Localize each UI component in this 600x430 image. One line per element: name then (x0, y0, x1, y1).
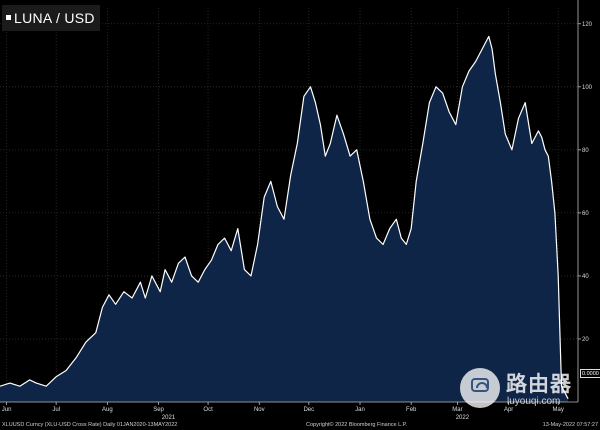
footer-security-info: XLUUSD Curncy (XLU-USD Cross Rate) Daily… (2, 422, 178, 428)
footer-timestamp: 13-May-2022 07:57:27 (542, 422, 598, 428)
x-tick-label: Feb (406, 407, 417, 413)
x-year-label: 2022 (456, 415, 470, 421)
chart-title: LUNA / USD (2, 5, 100, 31)
footer-copyright: Copyright© 2022 Bloomberg Finance L.P. (306, 422, 408, 428)
x-tick-label: Aug (102, 407, 113, 413)
x-tick-label: Jul (52, 407, 60, 413)
x-tick-label: Dec (303, 407, 314, 413)
x-tick-label: Jan (355, 407, 365, 413)
y-tick-label: 20 (582, 337, 589, 343)
x-tick-label: Sep (153, 407, 164, 413)
price-line (0, 35, 569, 400)
x-tick-label: Jun (2, 407, 12, 413)
y-tick-label: 40 (582, 274, 589, 280)
x-tick-label: May (553, 407, 564, 413)
watermark-name: 路由器 (506, 373, 572, 396)
y-tick-label: 80 (582, 148, 589, 154)
chart-axes: 20 40 60 80 100 120 Jun Jul Aug Sep Oct Nov Dec Jan Fe… (0, 0, 593, 421)
last-value-label: 0.0000 (580, 369, 600, 378)
x-tick-label: Nov (254, 407, 265, 413)
chart-area-layer (0, 35, 569, 403)
router-logo-icon (460, 368, 500, 408)
x-tick-label: Oct (203, 407, 213, 413)
x-tick-label: Apr (504, 407, 513, 413)
chart-title-text: LUNA / USD (14, 10, 95, 26)
y-tick-label: 120 (582, 22, 593, 28)
x-tick-label: Mar (452, 407, 462, 413)
y-tick-label: 100 (582, 85, 593, 91)
x-year-label: 2021 (162, 415, 176, 421)
title-bullet-icon (6, 14, 11, 20)
watermark-url: luyouqi.com (507, 396, 561, 407)
y-tick-label: 60 (582, 211, 589, 217)
watermark: 路由器 luyouqi.com (460, 366, 595, 412)
